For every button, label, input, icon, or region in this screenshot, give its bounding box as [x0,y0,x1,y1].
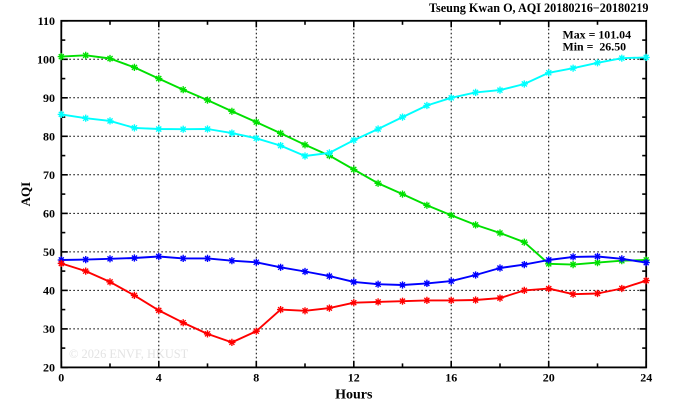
svg-text:0: 0 [58,370,64,384]
svg-text:Tseung Kwan O, AQI 20180216−20: Tseung Kwan O, AQI 20180216−20180219 [429,1,648,15]
svg-text:20: 20 [43,361,55,375]
svg-text:90: 90 [43,91,55,105]
svg-text:40: 40 [43,284,55,298]
svg-text:© 2026 ENVF, HKUST: © 2026 ENVF, HKUST [69,347,189,361]
svg-text:50: 50 [43,245,55,259]
svg-text:Max = 101.04: Max = 101.04 [563,27,632,41]
svg-text:8: 8 [253,370,259,384]
svg-text:24: 24 [640,370,652,384]
svg-text:Hours: Hours [335,388,373,403]
svg-text:110: 110 [38,14,55,28]
svg-text:80: 80 [43,130,55,144]
svg-text:AQI: AQI [18,182,33,207]
svg-text:70: 70 [43,168,55,182]
svg-text:16: 16 [445,370,457,384]
svg-text:Min = 26.50: Min = 26.50 [563,40,627,54]
svg-text:20: 20 [543,370,555,384]
svg-text:60: 60 [43,207,55,221]
svg-text:100: 100 [37,53,55,67]
svg-text:12: 12 [348,370,360,384]
svg-text:4: 4 [156,370,162,384]
svg-text:30: 30 [43,322,55,336]
